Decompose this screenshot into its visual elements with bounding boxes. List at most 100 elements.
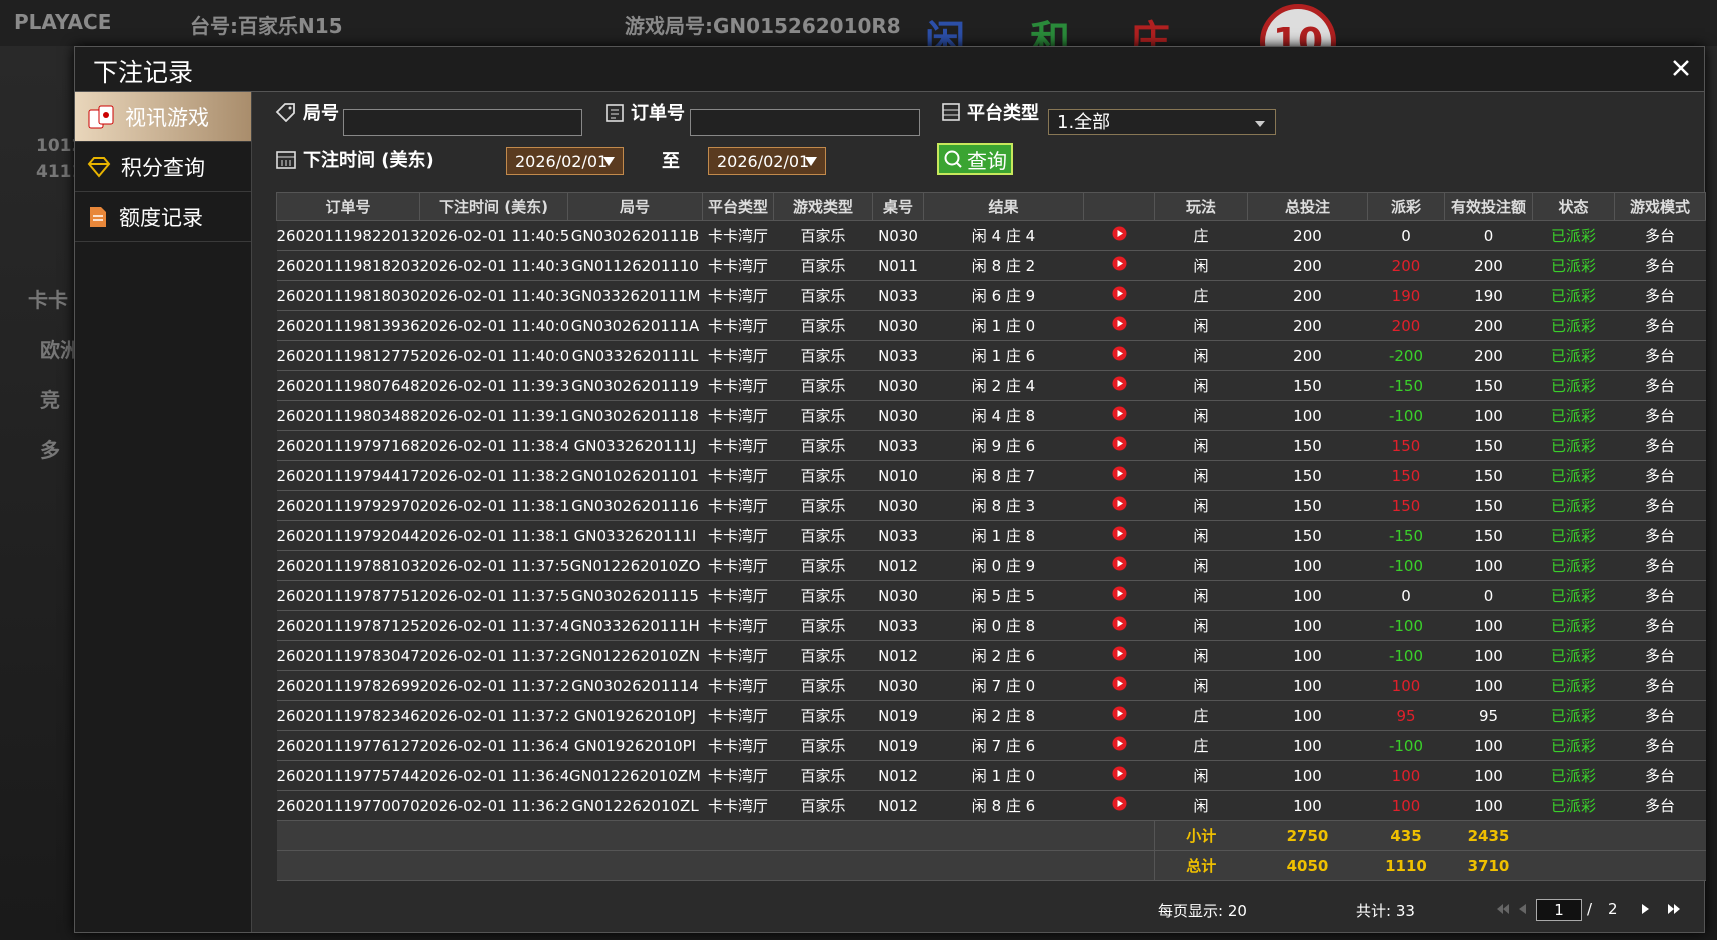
cell: GN0332620111L [567,340,703,371]
play-icon[interactable] [1112,376,1127,391]
filter-time: 下注时间 (美东) [275,146,434,172]
cell: GN01126201110 [567,250,703,281]
round-input[interactable] [343,109,582,136]
button-label: 查询 [967,148,1007,173]
cell: 100 [1444,550,1533,581]
cell: 卡卡湾厅 [702,670,774,701]
cell: N033 [872,430,924,461]
cell: GN0332620111I [567,520,703,551]
video-cell [1083,520,1155,551]
cell: 2026-02-01 11:39:14 [419,400,568,431]
cell: 卡卡湾厅 [702,640,774,671]
menu-item[interactable]: 积分查询 [75,142,251,192]
cell: 百家乐 [773,550,873,581]
blank-cell [276,850,1155,881]
play-icon[interactable] [1112,586,1127,601]
cell: 200 [1247,340,1368,371]
cell: N012 [872,790,924,821]
cell: 260201119787125 [276,610,420,641]
cell: 百家乐 [773,280,873,311]
cell: 100 [1247,670,1368,701]
play-icon[interactable] [1112,556,1127,571]
play-icon[interactable] [1112,436,1127,451]
cell: N012 [872,550,924,581]
video-cell [1083,790,1155,821]
cell: 260201119803488 [276,400,420,431]
cell: 100 [1444,790,1533,821]
play-icon[interactable] [1112,646,1127,661]
play-icon[interactable] [1112,706,1127,721]
cell: GN019262010PI [567,730,703,761]
blank-cell [1532,850,1706,881]
cell: 已派彩 [1532,460,1615,491]
table-row: 260201119794417 2026-02-01 11:38:25 GN0102… [276,460,1706,491]
play-icon[interactable] [1112,676,1127,691]
column-header: 结果 [923,192,1084,221]
play-icon[interactable] [1112,286,1127,301]
next-last-buttons[interactable] [1640,902,1680,916]
cell: 百家乐 [773,250,873,281]
to-label: 至 [662,151,680,172]
cell: 100 [1444,730,1533,761]
cell: 0 [1367,220,1445,251]
cell: 闲 0 庄 8 [923,610,1084,641]
menu-item[interactable]: 视讯游戏 [75,92,251,142]
menu-label: 积分查询 [121,155,205,180]
cell: 闲 8 庄 7 [923,460,1084,491]
play-icon[interactable] [1112,346,1127,361]
play-icon[interactable] [1112,796,1127,811]
side-value: 1012 [36,136,84,156]
cell: 260201119818030 [276,280,420,311]
cell: N033 [872,520,924,551]
filter-label: 平台类型 [967,103,1039,124]
cell: GN012262010ZN [567,640,703,671]
first-prev-buttons[interactable] [1495,902,1531,916]
cell: 卡卡湾厅 [702,730,774,761]
cell: 闲 [1154,340,1248,371]
play-icon[interactable] [1112,496,1127,511]
play-icon[interactable] [1112,316,1127,331]
cell: 150 [1444,520,1533,551]
play-icon[interactable] [1112,256,1127,271]
cell: 260201119787751 [276,580,420,611]
cell: 2026-02-01 11:40:34 [419,250,568,281]
cell: -100 [1367,640,1445,671]
cell: 多台 [1614,700,1706,731]
cell: 100 [1247,550,1368,581]
cell: 2026-02-01 11:37:51 [419,580,568,611]
cell: 已派彩 [1532,700,1615,731]
cell: 多台 [1614,340,1706,371]
cell: 200 [1367,250,1445,281]
cell: 95 [1367,700,1445,731]
cell: 已派彩 [1532,400,1615,431]
cell: 260201119818203 [276,250,420,281]
date-to[interactable]: 2026/02/01 [708,147,826,175]
play-icon[interactable] [1112,766,1127,781]
cell: 已派彩 [1532,550,1615,581]
cell: N010 [872,460,924,491]
menu-item[interactable]: 额度记录 [75,192,251,242]
play-icon[interactable] [1112,526,1127,541]
page-input[interactable]: 1 [1536,899,1582,921]
cell: 闲 4 庄 4 [923,220,1084,251]
close-button[interactable] [1672,59,1690,77]
platform-select[interactable]: 1.全部 [1048,109,1276,135]
cell: 2026-02-01 11:36:21 [419,790,568,821]
search-icon [944,150,962,168]
play-icon[interactable] [1112,406,1127,421]
video-cell [1083,310,1155,341]
play-icon[interactable] [1112,226,1127,241]
order-input[interactable] [690,109,920,136]
play-icon[interactable] [1112,616,1127,631]
video-cell [1083,340,1155,371]
cell: 已派彩 [1532,610,1615,641]
cell: 多台 [1614,370,1706,401]
cell: 2026-02-01 11:38:18 [419,490,568,521]
cell: 百家乐 [773,220,873,251]
date-from[interactable]: 2026/02/01 [506,147,624,175]
search-button[interactable]: 查询 [937,143,1013,175]
cell: 已派彩 [1532,280,1615,311]
play-icon[interactable] [1112,466,1127,481]
cell: 260201119813936 [276,310,420,341]
play-icon[interactable] [1112,736,1127,751]
